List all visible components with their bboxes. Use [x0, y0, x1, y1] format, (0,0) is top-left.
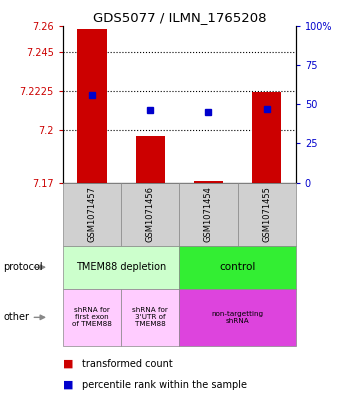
- Bar: [121, 289, 180, 346]
- Bar: [252, 92, 281, 183]
- Text: GSM1071456: GSM1071456: [146, 186, 155, 242]
- Text: percentile rank within the sample: percentile rank within the sample: [82, 380, 246, 390]
- Bar: [78, 29, 106, 183]
- Bar: [63, 246, 180, 289]
- Text: protocol: protocol: [3, 262, 43, 272]
- Text: other: other: [3, 312, 29, 322]
- Bar: [121, 183, 180, 246]
- Text: ■: ■: [63, 358, 73, 369]
- Bar: [180, 183, 238, 246]
- Text: GSM1071455: GSM1071455: [262, 186, 271, 242]
- Bar: [180, 246, 296, 289]
- Text: ■: ■: [63, 380, 73, 390]
- Bar: [194, 181, 223, 183]
- Bar: [238, 183, 296, 246]
- Text: TMEM88 depletion: TMEM88 depletion: [76, 262, 166, 272]
- Text: shRNA for
3'UTR of
TMEM88: shRNA for 3'UTR of TMEM88: [132, 307, 168, 327]
- Bar: [63, 183, 121, 246]
- Text: GSM1071457: GSM1071457: [87, 186, 97, 242]
- Bar: [63, 289, 121, 346]
- Text: non-targetting
shRNA: non-targetting shRNA: [211, 311, 264, 324]
- Text: GSM1071454: GSM1071454: [204, 186, 213, 242]
- Bar: [180, 289, 296, 346]
- Bar: [136, 136, 165, 183]
- Text: shRNA for
first exon
of TMEM88: shRNA for first exon of TMEM88: [72, 307, 112, 327]
- Title: GDS5077 / ILMN_1765208: GDS5077 / ILMN_1765208: [92, 11, 266, 24]
- Text: transformed count: transformed count: [82, 358, 172, 369]
- Text: control: control: [219, 262, 256, 272]
